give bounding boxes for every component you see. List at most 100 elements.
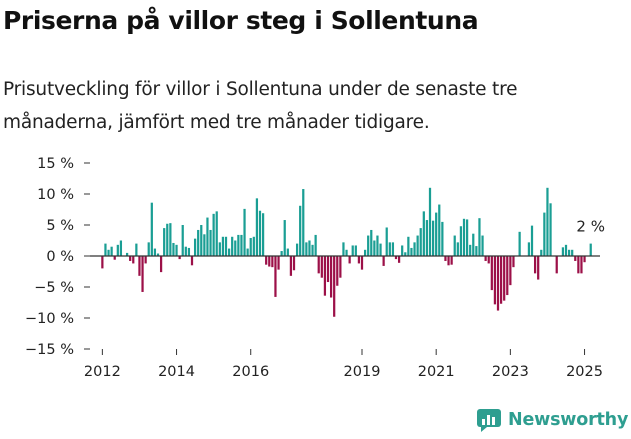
y-tick-label: −10 %	[25, 311, 74, 327]
chart-title: Priserna på villor steg i Sollentuna	[3, 6, 479, 35]
y-tick-label: −15 %	[25, 342, 74, 358]
bar	[333, 256, 336, 317]
bar	[450, 256, 453, 265]
bar	[447, 256, 450, 266]
bar	[397, 256, 401, 263]
bar	[360, 256, 364, 270]
bar	[246, 248, 249, 256]
bar	[209, 229, 212, 256]
last-value-annotation: 2 %	[576, 218, 605, 236]
bar	[292, 256, 296, 271]
bar	[354, 245, 357, 256]
bar	[153, 248, 157, 256]
bar	[339, 256, 342, 278]
bar	[274, 256, 277, 297]
bar	[268, 256, 271, 267]
bar	[459, 226, 463, 256]
bar	[472, 233, 475, 256]
bar	[462, 218, 466, 256]
bar	[357, 256, 361, 264]
bar	[388, 242, 391, 256]
bar	[280, 251, 283, 256]
bar	[169, 223, 172, 256]
x-tick-label: 2014	[158, 364, 195, 380]
bar	[141, 256, 144, 292]
bar	[382, 256, 385, 266]
bar	[329, 256, 333, 298]
bar	[172, 242, 175, 256]
bar	[203, 234, 206, 256]
x-tick-label: 2025	[566, 364, 603, 380]
bar	[543, 212, 546, 256]
bar	[299, 205, 302, 256]
bar	[252, 236, 255, 256]
bar	[144, 256, 147, 264]
bar	[197, 229, 200, 256]
bar	[311, 244, 314, 256]
bar	[101, 256, 104, 269]
bar	[258, 210, 262, 256]
bar	[419, 228, 422, 256]
bar	[503, 256, 506, 301]
bar	[453, 235, 456, 256]
brand: Newsworthy	[476, 408, 628, 432]
bar	[206, 217, 209, 256]
bar	[113, 256, 116, 260]
x-tick-label: 2023	[492, 364, 529, 380]
bar	[509, 256, 512, 286]
bar	[370, 229, 373, 256]
bar	[376, 235, 379, 256]
bar	[351, 245, 354, 256]
x-tick-label: 2012	[84, 364, 121, 380]
bar	[549, 203, 552, 256]
bar	[435, 212, 438, 256]
bar	[184, 246, 187, 256]
bar	[407, 236, 410, 256]
bar	[308, 240, 311, 256]
y-tick-label: 5 %	[46, 218, 74, 234]
bar	[567, 249, 571, 256]
bar	[286, 248, 289, 256]
bar	[261, 213, 265, 256]
bar	[190, 256, 194, 266]
bar	[533, 256, 537, 274]
bar	[289, 256, 293, 276]
bar	[391, 242, 395, 256]
bar	[496, 256, 500, 311]
bar	[336, 256, 339, 286]
bar	[518, 231, 521, 256]
bar	[413, 242, 416, 256]
bar	[394, 256, 398, 260]
x-tick-label: 2016	[232, 364, 269, 380]
bar	[577, 256, 580, 274]
bar	[425, 220, 429, 256]
bar	[317, 256, 320, 274]
bar	[159, 256, 163, 273]
bar	[240, 234, 243, 256]
bar	[401, 245, 404, 256]
bar	[104, 243, 107, 256]
bar	[163, 228, 166, 256]
bar	[255, 198, 259, 256]
bar	[342, 242, 345, 256]
bar	[138, 256, 141, 276]
bar	[484, 256, 487, 261]
bar	[487, 256, 490, 264]
bar	[428, 187, 432, 256]
bar	[243, 208, 246, 256]
bar	[249, 238, 252, 256]
bar	[187, 247, 191, 256]
bar	[499, 256, 503, 304]
bar	[129, 256, 132, 261]
bar	[493, 256, 497, 305]
bar	[561, 247, 565, 256]
y-tick-label: 10 %	[37, 187, 74, 203]
x-tick-label: 2019	[344, 364, 381, 380]
bar	[555, 256, 558, 274]
bar	[119, 240, 123, 256]
bar	[475, 246, 478, 256]
chart-subtitle: Prisutveckling för villor i Sollentuna u…	[3, 79, 518, 133]
bar	[506, 256, 509, 296]
bar	[224, 236, 228, 256]
bar	[277, 256, 280, 270]
